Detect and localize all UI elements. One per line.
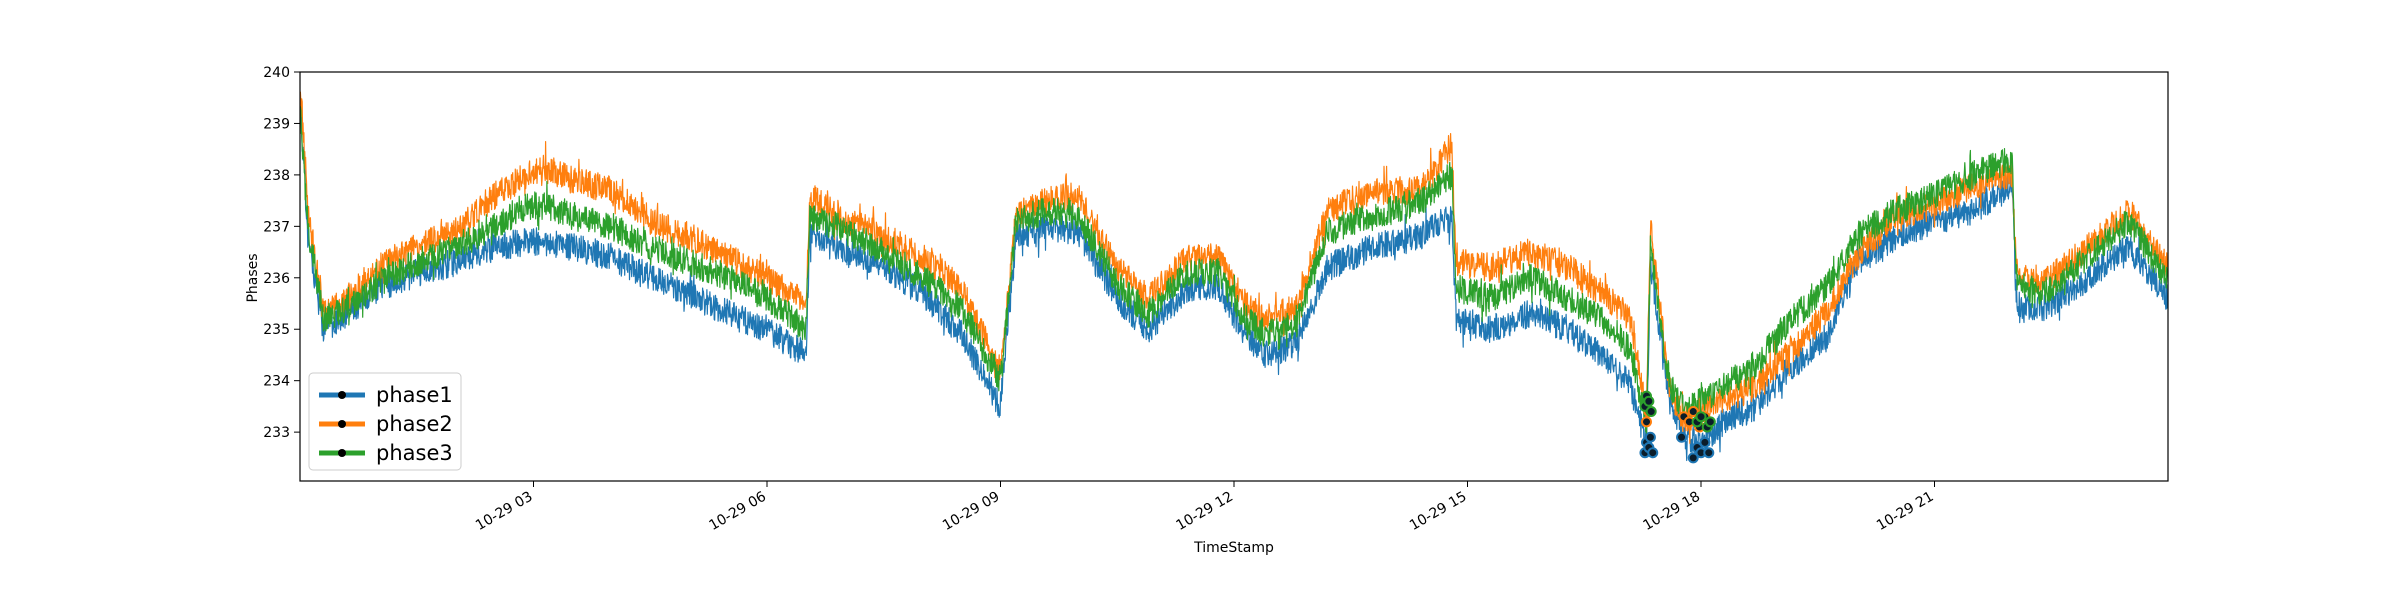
series-line-phase3	[300, 106, 2168, 435]
outlier-marker-phase1	[1644, 431, 1656, 443]
outlier-marker-phase3	[1695, 411, 1707, 423]
outlier-marker-phase3	[1704, 416, 1716, 428]
series-line-phase2	[300, 91, 2168, 444]
outlier-marker-phase3	[1643, 395, 1655, 407]
outlier-marker-phase1	[1687, 452, 1699, 464]
outlier-marker-phase2	[1641, 416, 1653, 428]
legend-label-phase2: phase2	[376, 412, 453, 436]
y-tick-label: 235	[263, 322, 290, 338]
outlier-marker-phase1	[1676, 431, 1688, 443]
legend-marker-phase1	[338, 391, 346, 399]
y-tick-label: 240	[263, 65, 290, 81]
series-layer	[300, 91, 2168, 462]
outlier-marker-phase1	[1703, 447, 1715, 459]
legend-label-phase1: phase1	[376, 383, 453, 407]
outlier-marker-phase1	[1647, 447, 1659, 459]
outlier-marker-layer	[1639, 390, 1716, 464]
y-tick-label: 236	[263, 271, 290, 287]
outlier-marker-phase3	[1645, 406, 1657, 418]
y-tick-label: 239	[263, 116, 290, 132]
outlier-marker-phase2	[1687, 406, 1699, 418]
series-line-phase1	[300, 105, 2168, 462]
y-tick-label: 233	[263, 425, 290, 441]
y-axis: 233 234 235 236 237 238 239 240	[263, 65, 300, 441]
y-tick-label: 237	[263, 219, 290, 235]
legend: phase1 phase2 phase3	[308, 372, 462, 471]
legend-marker-phase3	[338, 449, 346, 457]
y-tick-label: 234	[263, 374, 290, 390]
legend-label-phase3: phase3	[376, 441, 453, 465]
legend-marker-phase2	[338, 420, 346, 428]
outlier-marker-phase1	[1699, 436, 1711, 448]
y-tick-label: 238	[263, 168, 290, 184]
x-axis-title: TimeStamp	[1193, 540, 1274, 556]
y-axis-title: Phases	[245, 253, 261, 302]
